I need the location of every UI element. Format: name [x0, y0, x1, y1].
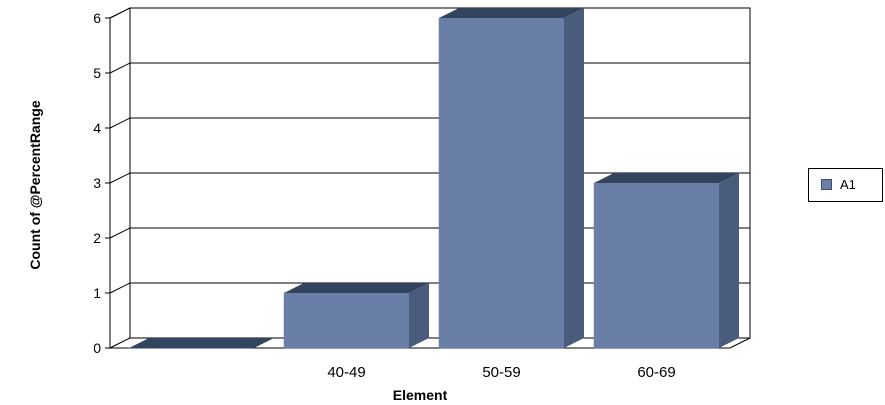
- y-tick-label: 2: [93, 230, 101, 246]
- gridline-side: [109, 227, 131, 239]
- bar-side-60-69: [719, 173, 739, 348]
- x-tick-label: 40-49: [327, 364, 365, 381]
- bar-side-40-49: [409, 283, 429, 348]
- bar-blank: [128, 347, 255, 349]
- gridline-side: [109, 62, 131, 74]
- x-axis-title: Element: [393, 387, 448, 403]
- bar-top-blank: [129, 338, 274, 348]
- x-tick-label: 50-59: [482, 364, 520, 381]
- bar-60-69: [593, 182, 720, 349]
- y-tick-label: 5: [93, 65, 101, 81]
- y-tick-label: 6: [93, 10, 101, 26]
- y-tick-label: 0: [93, 340, 101, 356]
- bar-side-50-59: [564, 8, 584, 348]
- bar-top-50-59: [439, 8, 584, 18]
- legend-swatch-a1: [821, 179, 832, 190]
- legend-label-a1: A1: [840, 177, 856, 192]
- y-tick-label: 4: [93, 120, 101, 136]
- bar-top-60-69: [594, 173, 739, 183]
- gridline-side: [109, 282, 131, 294]
- bar-top-40-49: [284, 283, 429, 293]
- y-tick-label: 1: [93, 285, 101, 301]
- gridline-side: [109, 172, 131, 184]
- y-axis-title: Count of @PercentRange: [27, 100, 43, 269]
- x-tick-label: 60-69: [637, 364, 675, 381]
- gridline-side: [109, 7, 131, 19]
- bar-40-49: [283, 292, 410, 349]
- y-tick-label: 3: [93, 175, 101, 191]
- bar-50-59: [438, 17, 565, 349]
- legend: A1: [808, 168, 883, 202]
- gridline-side: [109, 117, 131, 129]
